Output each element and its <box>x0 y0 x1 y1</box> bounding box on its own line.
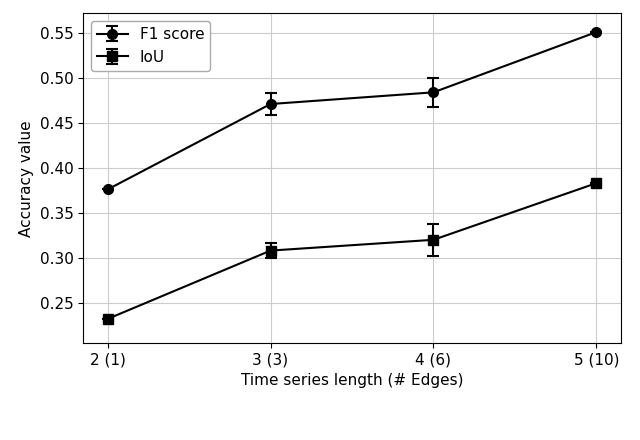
X-axis label: Time series length (# Edges): Time series length (# Edges) <box>241 374 463 389</box>
Legend: F1 score, IoU: F1 score, IoU <box>91 21 211 71</box>
Y-axis label: Accuracy value: Accuracy value <box>19 120 34 237</box>
